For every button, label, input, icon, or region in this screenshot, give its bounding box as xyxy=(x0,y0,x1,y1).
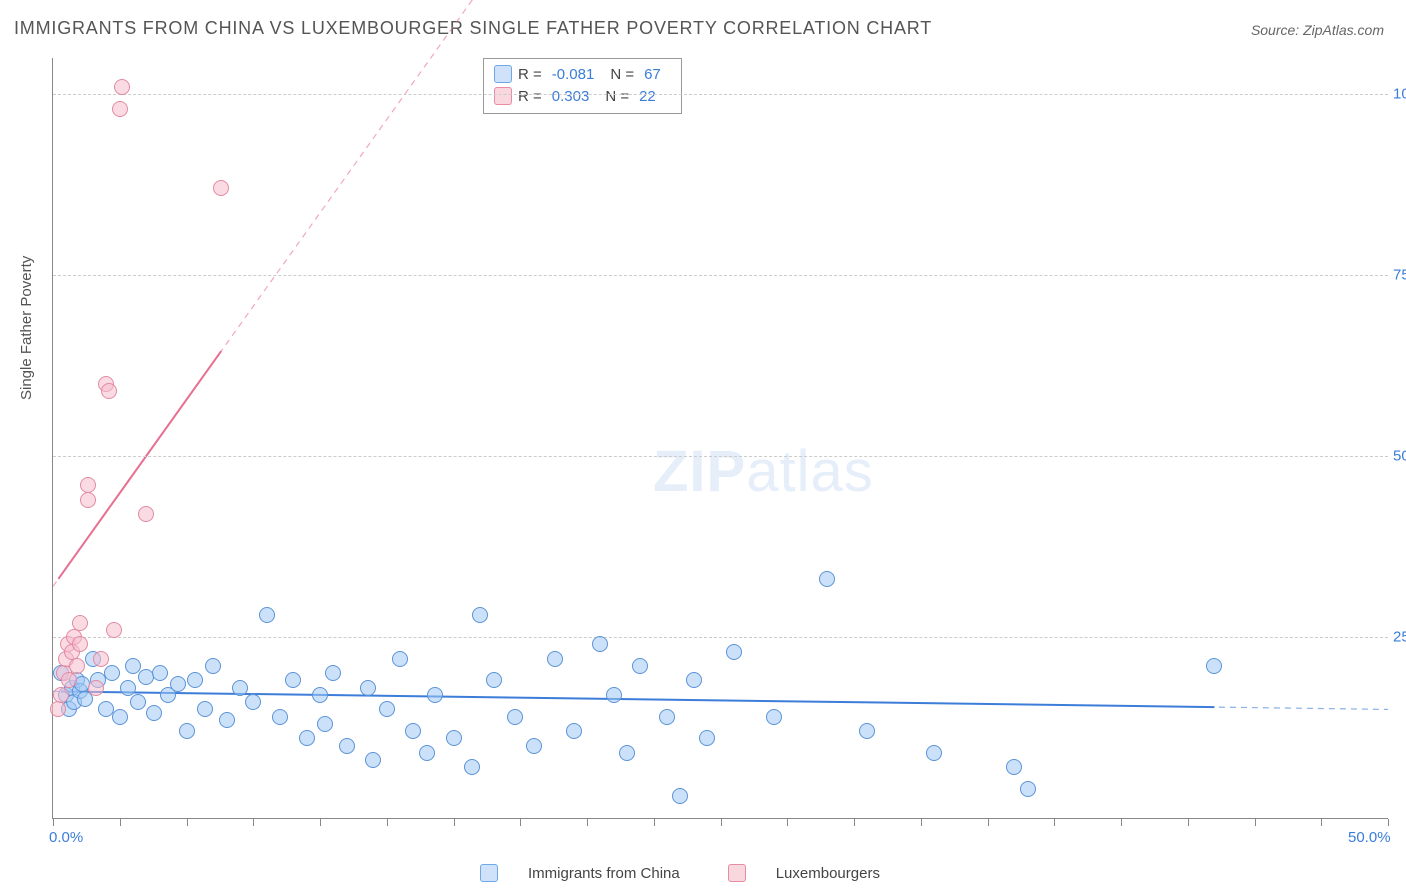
data-point xyxy=(632,658,648,674)
data-point xyxy=(547,651,563,667)
data-point xyxy=(419,745,435,761)
data-point xyxy=(219,712,235,728)
data-point xyxy=(619,745,635,761)
data-point xyxy=(672,788,688,804)
data-point xyxy=(726,644,742,660)
y-tick-label: 25.0% xyxy=(1393,629,1406,646)
y-tick-label: 75.0% xyxy=(1393,267,1406,284)
data-point xyxy=(130,694,146,710)
data-point xyxy=(106,622,122,638)
data-point xyxy=(285,672,301,688)
data-point xyxy=(360,680,376,696)
y-tick-label: 100.0% xyxy=(1393,86,1406,103)
data-point xyxy=(926,745,942,761)
data-point xyxy=(138,506,154,522)
swatch-blue xyxy=(494,65,512,83)
data-point xyxy=(486,672,502,688)
data-point xyxy=(50,701,66,717)
data-point xyxy=(325,665,341,681)
chart-title: IMMIGRANTS FROM CHINA VS LUXEMBOURGER SI… xyxy=(14,18,932,39)
data-point xyxy=(170,676,186,692)
data-point xyxy=(53,687,69,703)
data-point xyxy=(213,180,229,196)
data-point xyxy=(699,730,715,746)
x-axis-minor-ticks xyxy=(53,811,1388,819)
data-point xyxy=(659,709,675,725)
data-point xyxy=(112,101,128,117)
data-point xyxy=(69,658,85,674)
gridline xyxy=(53,637,1388,638)
x-tick-label: 0.0% xyxy=(49,829,83,846)
data-point xyxy=(379,701,395,717)
data-point xyxy=(114,79,130,95)
data-point xyxy=(1206,658,1222,674)
data-point xyxy=(472,607,488,623)
watermark: ZIPatlas xyxy=(653,438,874,505)
data-point xyxy=(1006,759,1022,775)
data-point xyxy=(187,672,203,688)
data-point xyxy=(365,752,381,768)
data-point xyxy=(259,607,275,623)
data-point xyxy=(179,723,195,739)
data-point xyxy=(245,694,261,710)
data-point xyxy=(859,723,875,739)
data-point xyxy=(101,383,117,399)
data-point xyxy=(312,687,328,703)
data-point xyxy=(197,701,213,717)
data-point xyxy=(232,680,248,696)
data-point xyxy=(72,636,88,652)
scatter-plot: ZIPatlas R = -0.081 N = 67 R = 0.303 N =… xyxy=(52,58,1388,819)
data-point xyxy=(72,615,88,631)
data-point xyxy=(566,723,582,739)
data-point xyxy=(112,709,128,725)
data-point xyxy=(392,651,408,667)
legend-correlation: R = -0.081 N = 67 R = 0.303 N = 22 xyxy=(483,58,682,114)
data-point xyxy=(80,492,96,508)
legend-label: Immigrants from China xyxy=(528,865,680,882)
x-tick-label: 50.0% xyxy=(1348,829,1391,846)
data-point xyxy=(446,730,462,746)
legend-row: R = -0.081 N = 67 xyxy=(494,63,671,85)
gridline xyxy=(53,94,1388,95)
legend-row: R = 0.303 N = 22 xyxy=(494,85,671,107)
gridline xyxy=(53,275,1388,276)
swatch-blue xyxy=(480,864,498,882)
data-point xyxy=(146,705,162,721)
data-point xyxy=(405,723,421,739)
swatch-pink xyxy=(728,864,746,882)
data-point xyxy=(299,730,315,746)
legend-label: Luxembourgers xyxy=(776,865,880,882)
data-point xyxy=(152,665,168,681)
data-point xyxy=(88,680,104,696)
data-point xyxy=(339,738,355,754)
data-point xyxy=(819,571,835,587)
chart-source: Source: ZipAtlas.com xyxy=(1251,22,1384,38)
data-point xyxy=(686,672,702,688)
data-point xyxy=(205,658,221,674)
data-point xyxy=(317,716,333,732)
data-point xyxy=(80,477,96,493)
y-axis-label: Single Father Poverty xyxy=(18,256,35,400)
data-point xyxy=(427,687,443,703)
data-point xyxy=(104,665,120,681)
data-point xyxy=(272,709,288,725)
data-point xyxy=(61,672,77,688)
data-point xyxy=(93,651,109,667)
data-point xyxy=(507,709,523,725)
data-point xyxy=(766,709,782,725)
data-point xyxy=(606,687,622,703)
data-point xyxy=(526,738,542,754)
swatch-pink xyxy=(494,87,512,105)
gridline xyxy=(53,456,1388,457)
legend-series: Immigrants from China Luxembourgers xyxy=(480,864,880,882)
data-point xyxy=(592,636,608,652)
data-point xyxy=(1020,781,1036,797)
data-point xyxy=(120,680,136,696)
data-point xyxy=(464,759,480,775)
y-tick-label: 50.0% xyxy=(1393,448,1406,465)
